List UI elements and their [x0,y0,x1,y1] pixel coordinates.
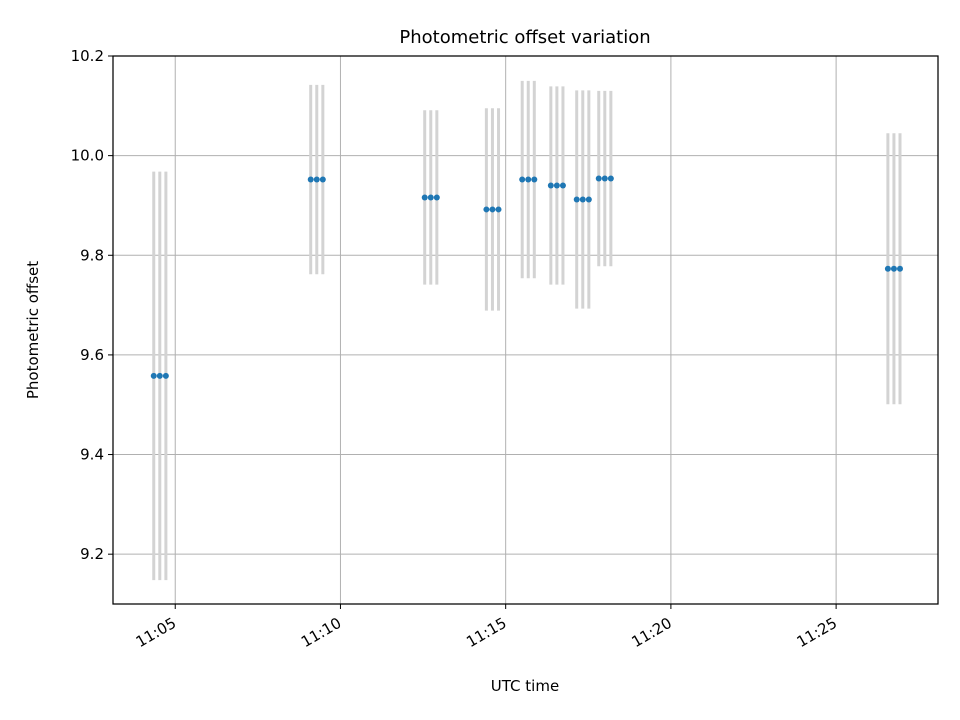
data-point [573,196,580,203]
data-point [483,206,490,213]
data-point [307,176,314,183]
y-tick-label: 9.2 [80,545,104,563]
point-layer [150,175,903,379]
y-tick-label: 10.2 [71,47,104,65]
data-point [421,194,428,201]
y-axis-ticks: 9.2 9.4 9.6 9.8 10.0 10.2 [71,47,113,563]
data-point [489,206,496,213]
data-point [585,196,592,203]
x-axis-label: UTC time [491,677,559,695]
data-point [896,265,903,272]
y-tick-label: 9.4 [80,446,104,464]
data-point [579,196,586,203]
y-tick-label: 9.8 [80,246,104,264]
data-point [313,176,320,183]
data-point [433,194,440,201]
data-point [427,194,434,201]
data-point [547,182,554,189]
data-point [150,372,157,379]
data-point [531,176,538,183]
data-point [884,265,891,272]
plot-frame [112,55,939,605]
y-tick-label: 10.0 [71,147,104,165]
y-tick-label: 9.6 [80,346,104,364]
data-point [601,175,608,182]
data-point [519,176,526,183]
data-point [156,372,163,379]
chart-title: Photometric offset variation [399,27,650,48]
data-point [890,265,897,272]
data-point [319,176,326,183]
data-point [559,182,566,189]
data-point [495,206,502,213]
data-point [607,175,614,182]
y-axis-label: Photometric offset [24,261,42,399]
data-point [595,175,602,182]
data-point [162,372,169,379]
data-point [553,182,560,189]
data-point [525,176,532,183]
